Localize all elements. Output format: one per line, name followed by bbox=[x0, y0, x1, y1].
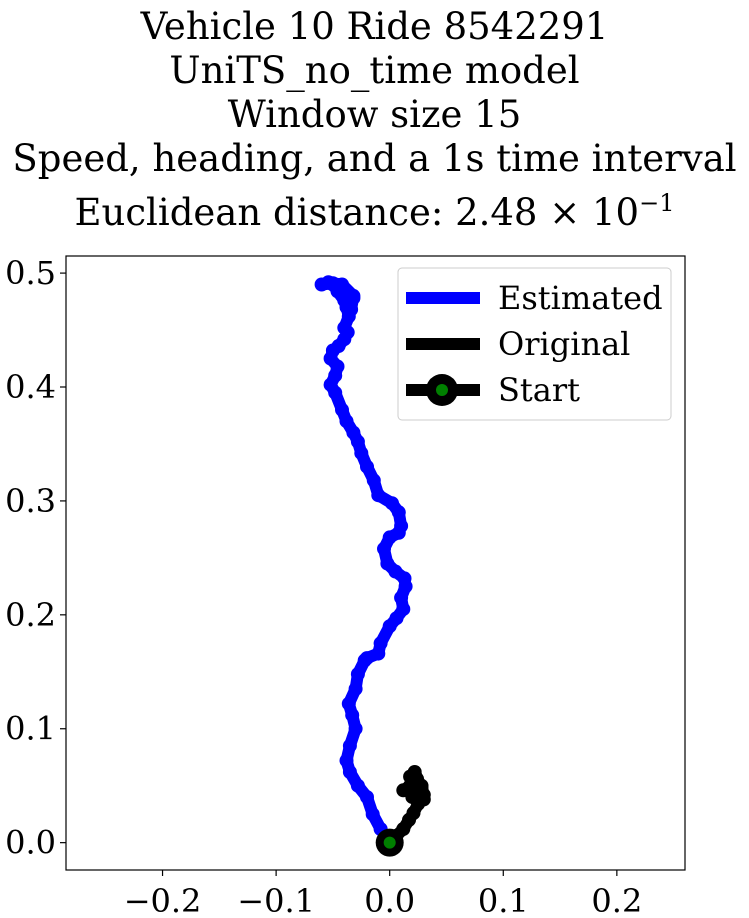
plot-area bbox=[314, 275, 431, 857]
series-point-estimated bbox=[396, 602, 411, 617]
x-tick-label: 0.0 bbox=[364, 882, 415, 918]
y-tick-label: 0.2 bbox=[5, 596, 56, 634]
series-point-estimated bbox=[350, 778, 365, 793]
series-point-estimated bbox=[325, 276, 340, 291]
series-point-estimated bbox=[371, 488, 386, 503]
y-tick-label: 0.5 bbox=[5, 254, 56, 292]
series-point-estimated bbox=[360, 790, 374, 805]
series-point-estimated bbox=[346, 288, 361, 303]
title-line-5-times: × bbox=[549, 191, 581, 234]
series-point-estimated bbox=[344, 302, 359, 317]
series-point-estimated bbox=[380, 556, 395, 571]
y-tick-label: 0.0 bbox=[5, 824, 56, 862]
legend-label-original: Original bbox=[498, 325, 630, 363]
title-line-5: Euclidean distance: 2.48 × 10−1 bbox=[0, 180, 749, 236]
series-point-original bbox=[407, 765, 422, 779]
series-point-estimated bbox=[346, 425, 361, 440]
series-point-estimated bbox=[354, 446, 369, 461]
title-line-5-prefix: Euclidean distance: 2.48 bbox=[74, 191, 538, 234]
series-point-estimated bbox=[335, 402, 349, 417]
axes: −0.2 −0.1 0.0 0.1 0.2 0.0 0.1 0.2 0.3 0.4 0.5 bbox=[5, 254, 686, 918]
title-line-2: UniTS_no_time model bbox=[169, 49, 580, 92]
start-marker-dot bbox=[383, 836, 396, 849]
y-tick-label: 0.1 bbox=[5, 710, 56, 748]
x-tick-label: 0.2 bbox=[591, 882, 642, 918]
y-tick-label: 0.3 bbox=[5, 482, 56, 520]
series-point-estimated bbox=[348, 721, 363, 736]
series-point-estimated bbox=[373, 636, 388, 651]
series-point-estimated bbox=[337, 320, 352, 335]
series-point-estimated bbox=[341, 696, 356, 711]
series-point-estimated bbox=[377, 541, 391, 556]
series-group bbox=[314, 275, 431, 857]
series-point-estimated bbox=[342, 738, 357, 753]
series-point-estimated bbox=[339, 414, 354, 429]
legend-start-marker-dot bbox=[436, 384, 448, 396]
series-point-estimated bbox=[348, 681, 363, 696]
series-point-estimated bbox=[339, 753, 354, 768]
legend: Estimated Original Start bbox=[397, 267, 672, 421]
title-line-4: Speed, heading, and a 1s time interval bbox=[12, 137, 737, 180]
x-tick-label: −0.2 bbox=[124, 882, 202, 918]
series-point-estimated bbox=[394, 590, 409, 605]
legend-box bbox=[397, 267, 672, 421]
series-point-original bbox=[414, 781, 429, 795]
series-point-estimated bbox=[366, 473, 381, 488]
title-line-1: Vehicle 10 Ride 8542291 bbox=[140, 5, 609, 48]
series-point-estimated bbox=[365, 807, 380, 822]
x-tick-label: −0.1 bbox=[237, 882, 315, 918]
series-point-estimated bbox=[345, 708, 360, 723]
legend-label-estimated: Estimated bbox=[498, 279, 663, 317]
y-tick-label: 0.4 bbox=[5, 368, 56, 406]
x-tick-label: 0.1 bbox=[478, 882, 529, 918]
title-line-3: Window size 15 bbox=[227, 93, 522, 136]
series-point-estimated bbox=[385, 496, 399, 511]
series-point-estimated bbox=[314, 277, 329, 292]
axes-frame bbox=[65, 255, 686, 871]
legend-label-start: Start bbox=[498, 371, 580, 409]
series-point-estimated bbox=[394, 519, 409, 533]
series-point-estimated bbox=[350, 667, 365, 682]
title-line-5-exponent: −1 bbox=[639, 189, 675, 217]
series-point-estimated bbox=[360, 459, 374, 474]
series-point-estimated bbox=[342, 765, 357, 779]
series-point-estimated bbox=[360, 651, 374, 666]
title-line-5-base: 10 bbox=[592, 191, 640, 234]
